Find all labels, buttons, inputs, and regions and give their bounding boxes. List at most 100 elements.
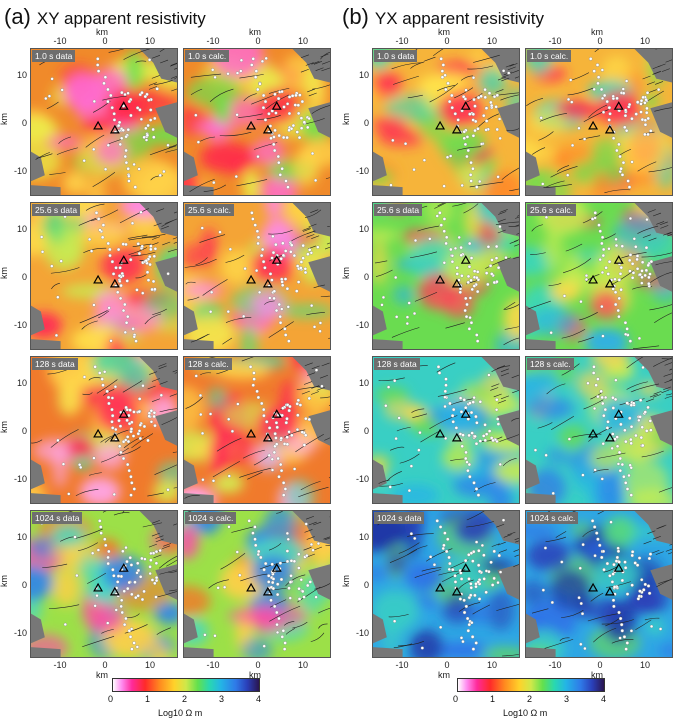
volcano-icon: [588, 428, 599, 438]
x-tick-label-bottom: 0: [102, 660, 108, 670]
volcano-icon: [262, 586, 273, 596]
volcano-icon: [613, 563, 624, 572]
x-axis-label-bottom: km: [96, 670, 108, 680]
colorbar-tick: 2: [182, 694, 188, 704]
resistivity-map-image: [526, 357, 672, 503]
period-tag: 1.0 s data: [374, 50, 418, 62]
volcano-icon: [271, 101, 282, 110]
volcano-icon: [613, 255, 624, 264]
volcano-icon: [93, 274, 104, 284]
x-tick-label-bottom: 10: [639, 660, 650, 670]
resistivity-map-image: [373, 203, 519, 349]
map-xy-data-1: 25.6 s data: [30, 202, 178, 350]
y-tick-label: -10: [13, 166, 27, 176]
period-tag: 1.0 s data: [32, 50, 76, 62]
resistivity-map-image: [31, 203, 177, 349]
y-tick-label: 10: [358, 378, 369, 388]
y-axis-label: km: [341, 113, 351, 125]
y-tick-label: 10: [16, 70, 27, 80]
x-tick-label-bottom: 0: [255, 660, 261, 670]
map-xy-calc-1: 25.6 s calc.: [183, 202, 331, 350]
period-tag: 1.0 s calc.: [185, 50, 230, 62]
y-tick-label: -10: [355, 166, 369, 176]
x-tick-label-bottom: 10: [297, 660, 308, 670]
volcano-icon: [109, 432, 120, 442]
map-xy-data-0: 1.0 s data: [30, 48, 178, 196]
volcano-icon: [109, 278, 120, 288]
x-axis-label-top: km: [96, 27, 108, 37]
period-tag: 25.6 s data: [374, 204, 423, 216]
colorbar-tick: 1: [490, 694, 496, 704]
volcano-icon: [604, 586, 615, 596]
y-tick-label: 10: [16, 224, 27, 234]
resistivity-map-image: [526, 203, 672, 349]
panel-b-title: (b) YX apparent resistivity: [342, 4, 544, 30]
x-tick-label-bottom: 0: [444, 660, 450, 670]
x-tick-label-top: 10: [144, 36, 155, 46]
x-tick-label-top: 0: [597, 36, 603, 46]
resistivity-map-image: [31, 511, 177, 657]
resistivity-map-image: [184, 357, 330, 503]
volcano-icon: [246, 274, 257, 284]
colorbar-a: [112, 678, 260, 692]
colorbar-tick: 4: [601, 694, 607, 704]
volcano-icon: [451, 278, 462, 288]
x-tick-label-top: 10: [297, 36, 308, 46]
period-tag: 25.6 s calc.: [527, 204, 576, 216]
y-tick-label: 10: [16, 532, 27, 542]
map-yx-data-2: 128 s data: [372, 356, 520, 504]
volcano-icon: [604, 432, 615, 442]
colorbar-label: Log10 Ω m: [158, 708, 203, 718]
y-tick-label: 10: [16, 378, 27, 388]
resistivity-map-image: [31, 357, 177, 503]
map-xy-data-2: 128 s data: [30, 356, 178, 504]
y-tick-label: 0: [21, 272, 27, 282]
map-yx-data-3: 1024 s data: [372, 510, 520, 658]
period-tag: 128 s data: [374, 358, 420, 370]
colorbar-tick: 0: [108, 694, 114, 704]
map-xy-data-3: 1024 s data: [30, 510, 178, 658]
volcano-icon: [262, 278, 273, 288]
map-xy-calc-2: 128 s calc.: [183, 356, 331, 504]
map-yx-calc-1: 25.6 s calc.: [525, 202, 673, 350]
period-tag: 128 s calc.: [527, 358, 574, 370]
y-tick-label: 0: [363, 118, 369, 128]
volcano-icon: [451, 586, 462, 596]
colorbar-tick: 2: [527, 694, 533, 704]
volcano-icon: [262, 432, 273, 442]
volcano-icon: [460, 409, 471, 418]
volcano-icon: [118, 101, 129, 110]
volcano-icon: [588, 274, 599, 284]
volcano-icon: [613, 101, 624, 110]
resistivity-map-image: [31, 49, 177, 195]
period-tag: 128 s data: [32, 358, 78, 370]
y-tick-label: -10: [355, 474, 369, 484]
y-tick-label: -10: [355, 628, 369, 638]
volcano-icon: [262, 124, 273, 134]
resistivity-map-image: [373, 511, 519, 657]
y-axis-label: km: [0, 421, 9, 433]
x-tick-label-top: 0: [102, 36, 108, 46]
volcano-icon: [435, 274, 446, 284]
colorbar-tick: 3: [564, 694, 570, 704]
map-yx-data-1: 25.6 s data: [372, 202, 520, 350]
x-tick-label-top: 10: [486, 36, 497, 46]
x-tick-label-top: -10: [206, 36, 220, 46]
volcano-icon: [246, 582, 257, 592]
x-tick-label-bottom: -10: [206, 660, 220, 670]
resistivity-map-image: [184, 49, 330, 195]
volcano-icon: [604, 124, 615, 134]
y-axis-label: km: [0, 575, 9, 587]
volcano-icon: [271, 409, 282, 418]
volcano-icon: [271, 255, 282, 264]
volcano-icon: [435, 428, 446, 438]
volcano-icon: [118, 563, 129, 572]
y-tick-label: 0: [21, 118, 27, 128]
map-xy-calc-3: 1024 s calc.: [183, 510, 331, 658]
x-tick-label-bottom: 10: [486, 660, 497, 670]
colorbar-tick: 4: [256, 694, 262, 704]
resistivity-map-image: [526, 511, 672, 657]
x-axis-label-bottom: km: [249, 670, 261, 680]
x-tick-label-top: 0: [444, 36, 450, 46]
volcano-icon: [93, 120, 104, 130]
